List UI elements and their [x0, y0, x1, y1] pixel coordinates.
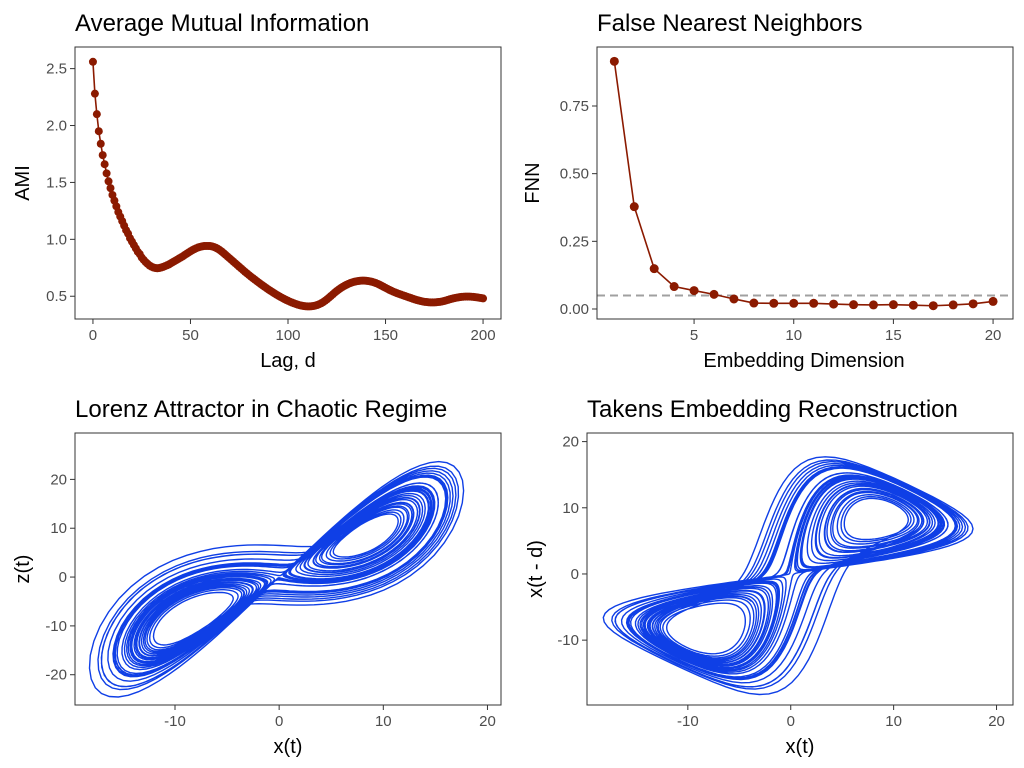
fnn-point [729, 294, 739, 304]
plot-border [596, 46, 1014, 320]
fnn-plot-area [597, 56, 1013, 311]
ami-point [92, 110, 101, 119]
y-tick-label: 0.50 [560, 166, 589, 183]
ami-point [90, 89, 99, 98]
panel-title: Average Mutual Information [75, 10, 369, 37]
y-tick-label: 2.0 [46, 118, 67, 135]
ami-point [479, 294, 488, 303]
x-tick-label: -10 [164, 713, 186, 730]
ami-point [88, 57, 97, 66]
ami-point [102, 169, 111, 178]
takens-plot-area [602, 456, 974, 696]
x-tick-label: 10 [375, 713, 392, 730]
ami-point [96, 139, 105, 148]
x-tick-label: 15 [885, 327, 902, 344]
y-tick-label: 0 [571, 566, 579, 583]
x-tick-label: 10 [785, 327, 802, 344]
fnn-point [888, 300, 898, 310]
y-tick-label: 0.5 [46, 288, 67, 305]
ami-point [106, 184, 115, 193]
fnn-point [609, 56, 619, 66]
fnn-point [829, 299, 839, 309]
y-tick-label: -10 [557, 632, 579, 649]
y-axis-title: z(t) [12, 555, 34, 584]
lorenz-axes: -10 0 10 20 -20 -10 0 10 20 [45, 471, 495, 730]
x-tick-label: 10 [885, 713, 902, 730]
x-tick-label: 0 [89, 327, 97, 344]
fnn-point [709, 289, 719, 299]
ami-point [100, 160, 109, 169]
x-axis-title: x(t) [786, 736, 815, 758]
x-tick-label: 0 [275, 713, 283, 730]
y-axis-title: AMI [12, 165, 34, 201]
fnn-point [868, 300, 878, 310]
fnn-point [988, 296, 998, 306]
lorenz-trajectory-line [88, 460, 465, 698]
x-tick-label: 20 [988, 713, 1005, 730]
y-axis-title: FNN [522, 162, 544, 203]
fnn-axes: 5 10 15 20 0.00 0.25 0.50 0.75 [560, 98, 1002, 344]
y-tick-label: 0 [59, 569, 67, 586]
takens-trajectory-line [602, 456, 974, 696]
fnn-point [849, 300, 859, 310]
y-tick-label: 20 [50, 471, 67, 488]
fnn-point [789, 298, 799, 308]
x-tick-label: -10 [677, 713, 699, 730]
y-tick-label: 10 [50, 520, 67, 537]
y-tick-label: 10 [562, 500, 579, 517]
lorenz-plot-area [88, 460, 465, 698]
fnn-point [629, 202, 639, 212]
y-tick-label: 20 [562, 434, 579, 451]
y-tick-label: 0.75 [560, 98, 589, 115]
fnn-point [769, 298, 779, 308]
panel-title: Takens Embedding Reconstruction [587, 396, 958, 423]
panel-false-nearest-neighbors: False Nearest Neighbors 5 10 15 20 0.00 0.25 0… [522, 10, 1014, 372]
x-tick-label: 100 [275, 327, 300, 344]
ami-axes: 0 50 100 150 200 0.5 1.0 1.5 2.0 2.5 [46, 61, 495, 344]
y-tick-label: 0.00 [560, 301, 589, 318]
panel-takens-embedding: Takens Embedding Reconstruction -10 0 10 20… [525, 396, 1014, 758]
y-tick-label: 1.0 [46, 231, 67, 248]
x-axis-title: Embedding Dimension [703, 350, 904, 372]
y-tick-label: -20 [45, 667, 67, 684]
panel-average-mutual-information: Average Mutual Information 0 50 100 150 2000… [12, 10, 502, 372]
ami-plot-area [88, 57, 488, 311]
x-tick-label: 150 [373, 327, 398, 344]
x-tick-label: 20 [985, 327, 1002, 344]
y-tick-label: 2.5 [46, 61, 67, 78]
x-tick-label: 5 [690, 327, 698, 344]
panel-title: Lorenz Attractor in Chaotic Regime [75, 396, 447, 423]
takens-axes: -10 0 10 20 -10 0 10 20 [557, 434, 1005, 730]
panel-lorenz-attractor: Lorenz Attractor in Chaotic Regime -10 0 1… [12, 396, 502, 758]
ami-point [98, 151, 107, 160]
plot-border [74, 432, 502, 706]
fnn-point [749, 298, 759, 308]
plot-border [586, 432, 1014, 706]
fnn-point [809, 298, 819, 308]
ami-point [94, 127, 103, 136]
y-tick-label: 1.5 [46, 174, 67, 191]
fnn-point [968, 299, 978, 309]
x-axis-title: x(t) [274, 736, 303, 758]
fnn-point [669, 282, 679, 292]
fnn-point [908, 300, 918, 310]
fnn-point [928, 301, 938, 311]
x-tick-label: 200 [471, 327, 496, 344]
y-axis-title: x(t - d) [525, 540, 547, 598]
x-tick-label: 50 [182, 327, 199, 344]
fnn-point [649, 264, 659, 274]
y-tick-label: -10 [45, 618, 67, 635]
y-tick-label: 0.25 [560, 233, 589, 250]
fnn-point [948, 300, 958, 310]
panel-title: False Nearest Neighbors [597, 10, 862, 37]
x-tick-label: 20 [479, 713, 496, 730]
x-axis-title: Lag, d [260, 350, 316, 372]
fnn-point [689, 286, 699, 296]
ami-point [104, 177, 113, 186]
x-tick-label: 0 [787, 713, 795, 730]
